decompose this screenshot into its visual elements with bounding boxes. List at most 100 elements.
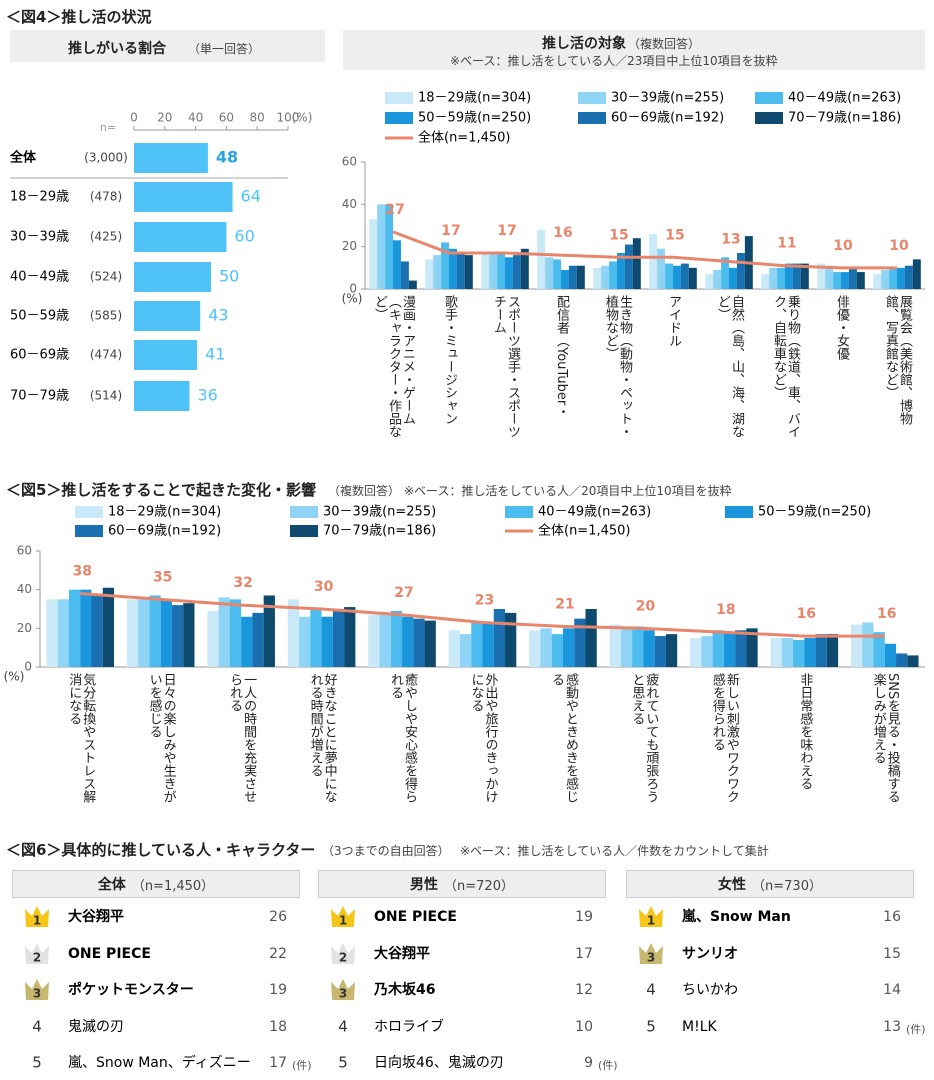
item-label: 大谷翔平	[374, 945, 430, 962]
item-label: 鬼滅の刃	[68, 1019, 124, 1035]
bar	[505, 612, 517, 667]
panel-name: 全体	[97, 877, 126, 893]
bar	[134, 262, 211, 292]
chart-subtitle: （複数回答）	[328, 484, 401, 498]
rank: 4	[338, 1018, 348, 1036]
data-label: 27	[385, 202, 404, 218]
item-count: 22	[269, 946, 287, 962]
x-tick-label: SNSを見る・投稿する楽しみが増える	[870, 673, 900, 804]
line	[80, 592, 885, 638]
bar	[252, 612, 264, 667]
bar	[553, 259, 561, 289]
n-value: (514)	[90, 389, 122, 403]
x-tick-label: 60	[219, 111, 234, 125]
bar	[134, 340, 198, 370]
item-label: 嵐、Snow Man、ディズニー	[68, 1054, 251, 1071]
n-value: (474)	[90, 348, 122, 362]
y-tick-label: 40	[17, 582, 32, 596]
bar	[46, 599, 58, 667]
bar	[793, 639, 805, 667]
bar	[889, 267, 897, 289]
value-label: 64	[241, 187, 261, 206]
chart-title: 推し活の対象	[542, 36, 626, 52]
rank: 5	[32, 1054, 42, 1072]
bar	[632, 626, 644, 667]
bar	[441, 242, 449, 289]
item-count: 10	[575, 1019, 593, 1035]
bar	[207, 610, 219, 667]
bar	[400, 261, 409, 289]
bar	[620, 626, 633, 667]
item-count: 19	[269, 982, 287, 998]
chart-title: 推しがいる割合	[68, 41, 166, 57]
x-tick-label: 外出や旅行のきっかけになる	[468, 673, 498, 803]
item-count: 17	[575, 946, 593, 962]
legend-swatch	[725, 506, 753, 518]
bar	[471, 622, 483, 667]
legend-swatch	[578, 92, 606, 104]
bar	[833, 272, 841, 289]
bar	[540, 628, 552, 667]
bar	[777, 267, 785, 289]
fig6-heading: ＜図6＞具体的に推している人・キャラクター	[6, 841, 316, 859]
rank: 4	[32, 1018, 42, 1036]
legend-swatch	[505, 506, 533, 518]
legend-label: 70－79歳(n=186)	[788, 111, 901, 126]
bar	[907, 655, 919, 667]
bar	[770, 638, 782, 667]
bar	[138, 599, 150, 667]
item-label: 大谷翔平	[68, 908, 124, 925]
bar	[390, 610, 403, 667]
x-tick-label: 歌手・ミュージシャン	[442, 295, 457, 425]
bar	[529, 630, 541, 667]
rank: 3	[647, 951, 655, 965]
x-tick-label: 感動やときめきを感じる	[548, 673, 578, 803]
x-tick-label: 生き物（動物・ペット・植物など）	[603, 295, 632, 438]
legend-swatch	[755, 112, 783, 124]
category-label: 18－29歳	[10, 190, 69, 205]
data-label: 32	[233, 575, 252, 591]
bar	[229, 599, 242, 667]
x-tick-label: 100	[277, 111, 300, 125]
legend-swatch	[290, 506, 318, 518]
item-label: ポケットモンスター	[68, 981, 194, 998]
item-label: ONE PIECE	[374, 909, 457, 925]
legend-label: 50－59歳(n=250)	[418, 111, 531, 126]
bar	[825, 265, 834, 289]
bar	[815, 634, 827, 667]
value-label: 60	[234, 227, 254, 246]
bar	[904, 265, 913, 289]
bar	[873, 632, 885, 667]
bar	[134, 182, 233, 212]
item-count: 18	[269, 1019, 287, 1035]
value-label: 48	[216, 148, 238, 167]
chart-subtitle: （単一回答）	[188, 42, 261, 56]
bar	[585, 609, 597, 667]
bar	[848, 267, 857, 289]
bar	[800, 263, 809, 289]
bar	[287, 599, 300, 667]
y-tick-label: 60	[17, 544, 32, 558]
bar	[102, 587, 115, 667]
x-tick-label: 40	[188, 111, 203, 125]
y-unit: (%)	[342, 292, 363, 306]
panel-name: 男性	[410, 877, 439, 893]
y-tick-label: 60	[342, 155, 357, 169]
bar	[134, 222, 227, 252]
panel-header: 女性 （n=730）	[626, 870, 914, 898]
category-label: 30－39歳	[10, 230, 69, 245]
bar	[80, 589, 92, 667]
bar	[481, 253, 490, 289]
bar	[520, 248, 529, 289]
value-label: 50	[219, 267, 239, 286]
value-label: 41	[205, 345, 225, 364]
data-label: 30	[314, 579, 334, 595]
x-tick-label: 新しい刺激やワクワク感を得られる	[709, 673, 739, 803]
x-tick-label: 漫画・アニメ・ゲーム（キャラクター・作品など）	[372, 295, 415, 438]
bar	[344, 607, 356, 667]
bar	[68, 589, 81, 667]
x-tick-label: 一人の時間を充実させられる	[227, 673, 257, 803]
bar	[609, 261, 617, 289]
panel-header: 男性 （n=720）	[318, 870, 606, 898]
bar	[512, 255, 521, 289]
